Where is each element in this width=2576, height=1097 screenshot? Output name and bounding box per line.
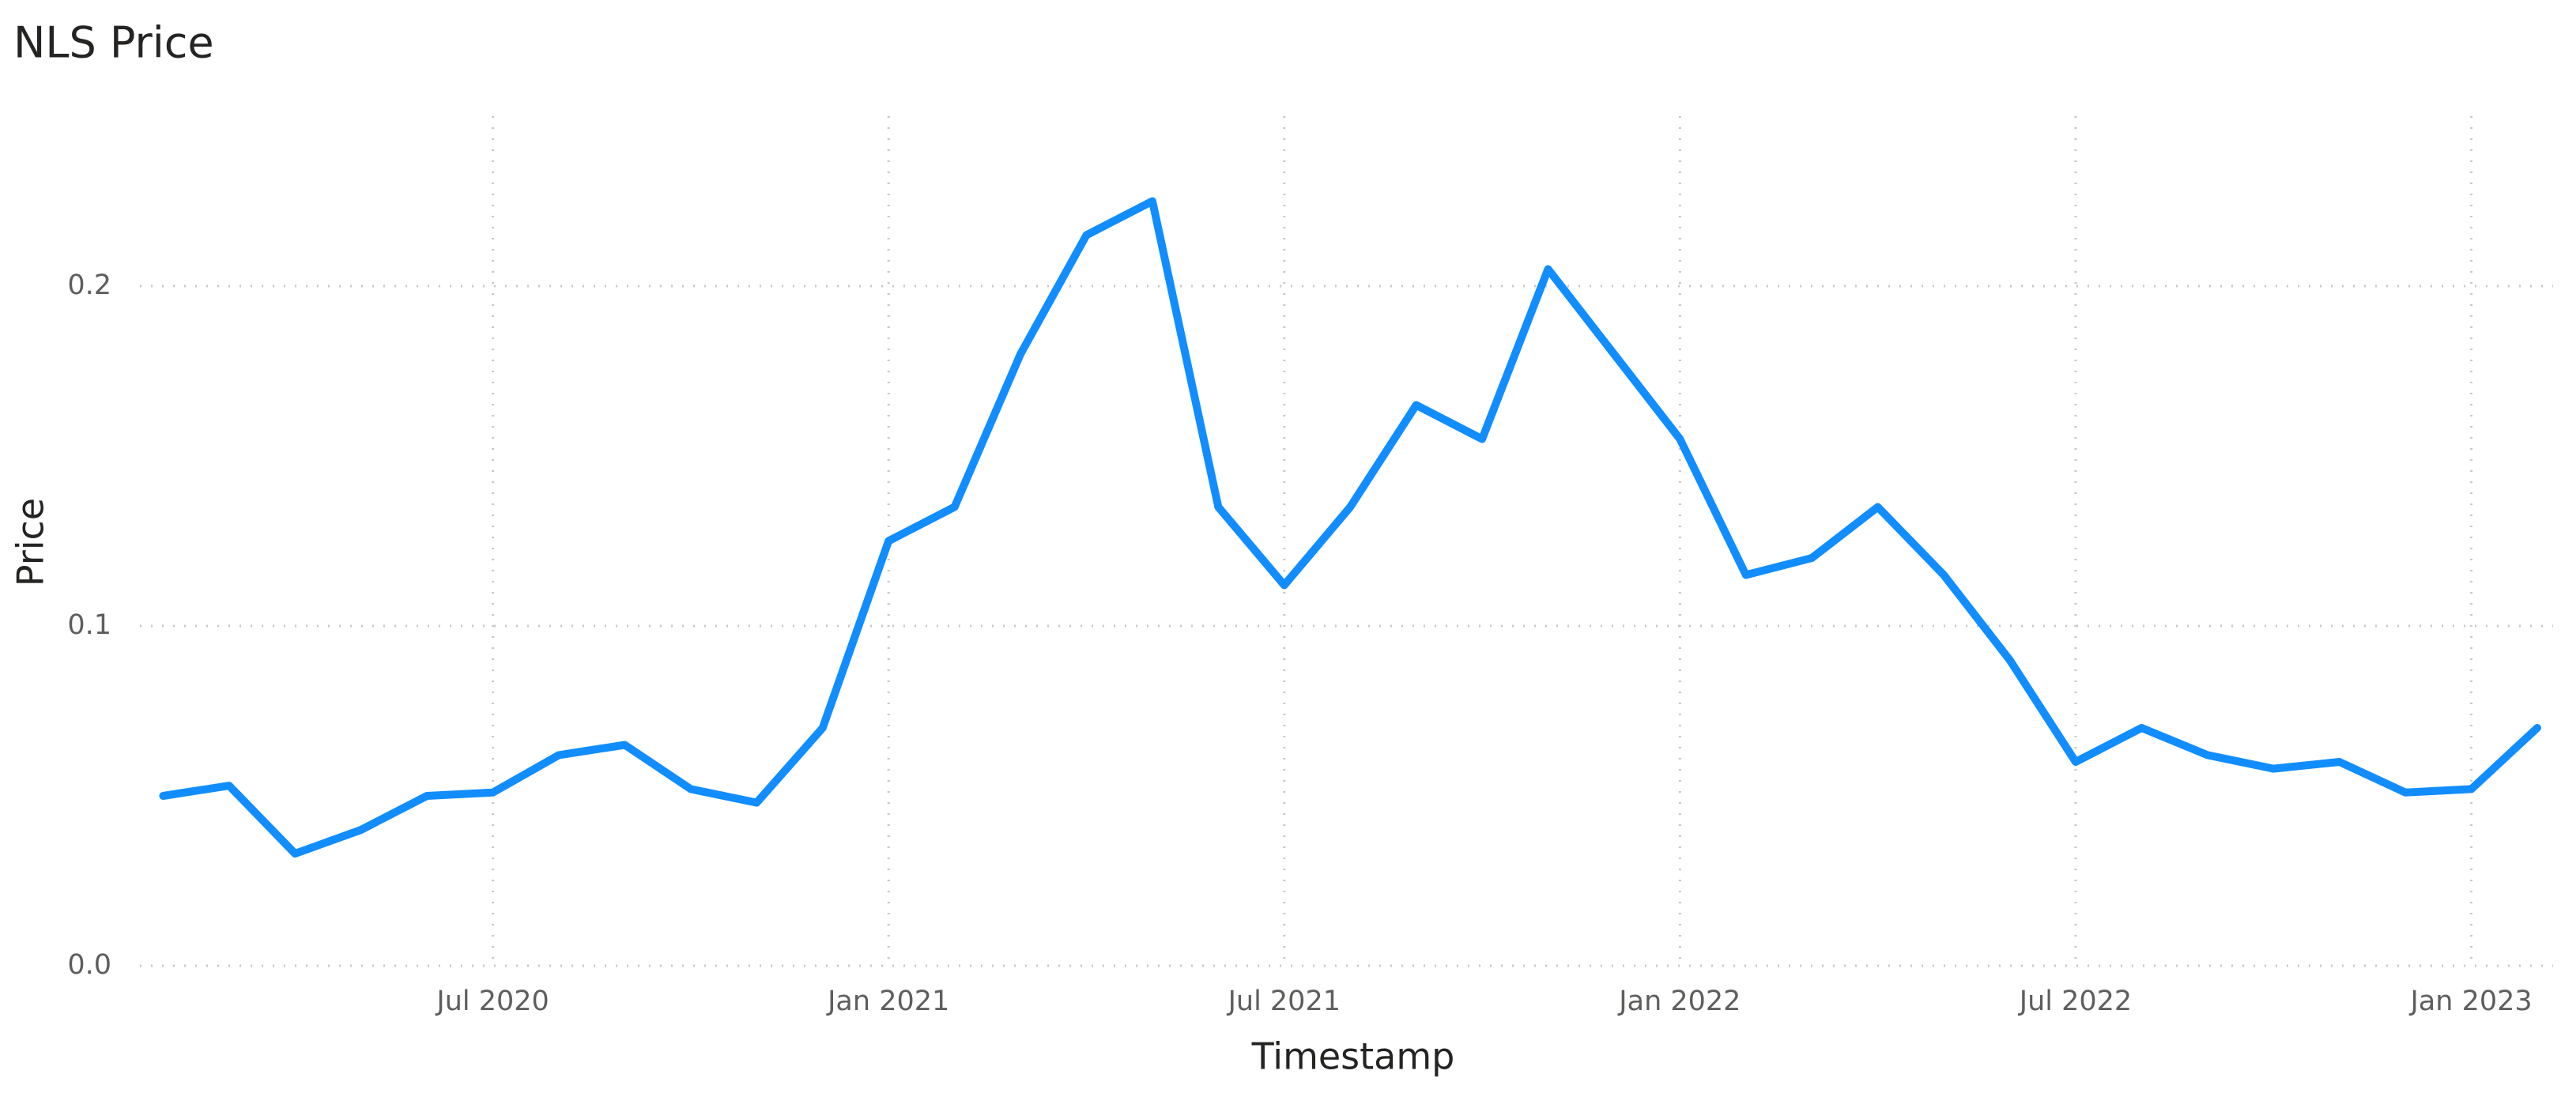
y-tick-label: 0.2 (67, 270, 111, 301)
x-tick-label: Jul 2022 (2018, 986, 2132, 1017)
y-tick-label: 0.1 (67, 609, 111, 641)
x-tick-label: Jul 2021 (1227, 986, 1341, 1017)
chart-title: NLS Price (13, 18, 214, 68)
x-tick-label: Jan 2022 (1617, 986, 1741, 1017)
y-tick-label: 0.0 (67, 949, 111, 981)
price-line (159, 197, 2541, 858)
x-tick-label: Jan 2023 (2408, 986, 2532, 1017)
y-axis-title: Price (9, 498, 52, 586)
x-tick-label: Jul 2020 (435, 986, 549, 1017)
x-axis-title: Timestamp (1251, 1035, 1455, 1078)
x-tick-label: Jan 2021 (826, 986, 949, 1017)
